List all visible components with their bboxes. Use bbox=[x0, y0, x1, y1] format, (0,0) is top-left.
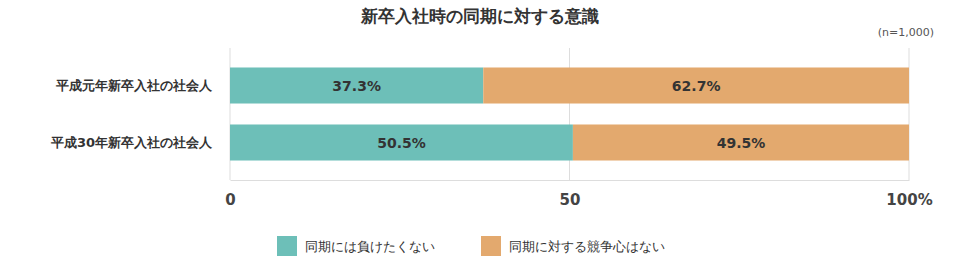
annotation: (n=1,000) bbox=[878, 26, 934, 39]
data-label: 49.5% bbox=[717, 135, 766, 151]
data-label: 37.3% bbox=[332, 78, 381, 94]
bar bbox=[230, 124, 573, 160]
bar bbox=[573, 124, 909, 160]
x-tick: 0 bbox=[225, 180, 235, 209]
legend-label: 同期には負けたくない bbox=[305, 239, 435, 254]
y-axis: 平成元年新卒入社の社会人平成30年新卒入社の社会人 bbox=[50, 78, 213, 150]
bar bbox=[230, 67, 483, 103]
x-axis-line bbox=[231, 180, 910, 181]
legend-swatch bbox=[277, 236, 297, 256]
legend: 同期には負けたくない 同期に対する競争心はない bbox=[277, 236, 665, 256]
legend-swatch bbox=[481, 236, 501, 256]
x-tick: 100% bbox=[886, 180, 932, 209]
x-axis: 0 50 100% bbox=[225, 180, 932, 209]
legend-label: 同期に対する競争心はない bbox=[509, 239, 665, 254]
grid bbox=[230, 48, 909, 180]
title: 新卒入社時の同期に対する意識 bbox=[360, 6, 599, 26]
y-tick-label: 平成元年新卒入社の社会人 bbox=[55, 78, 213, 93]
x-tick-label: 0 bbox=[225, 191, 235, 209]
data-labels: 37.3% 50.5% 62.7% 49.5% bbox=[332, 78, 765, 151]
chart: 新卒入社時の同期に対する意識 (n=1,000) 37.3% 50.5% 62.7% 49… bbox=[0, 0, 960, 264]
data-label: 62.7% bbox=[672, 78, 721, 94]
x-tick: 50 bbox=[560, 180, 581, 209]
bar bbox=[483, 67, 909, 103]
data-label: 50.5% bbox=[377, 135, 426, 151]
y-tick-label: 平成30年新卒入社の社会人 bbox=[50, 135, 213, 150]
bars bbox=[230, 67, 909, 160]
x-tick-label: 100% bbox=[886, 191, 932, 209]
x-tick-label: 50 bbox=[560, 191, 581, 209]
